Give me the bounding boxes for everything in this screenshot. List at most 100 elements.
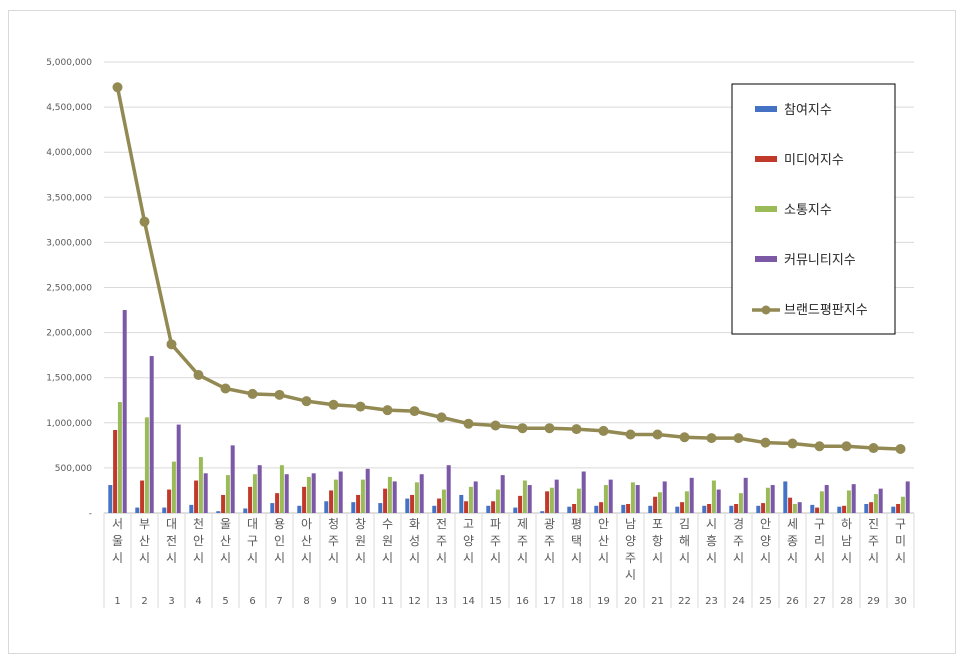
- bar-커뮤니티지수-하남시: [851, 484, 856, 513]
- bar-참여지수-아산시: [297, 505, 302, 513]
- bar-소통지수-청주시: [333, 479, 338, 513]
- bar-참여지수-화성시: [405, 498, 410, 513]
- rank-label: 21: [651, 596, 664, 607]
- bar-커뮤니티지수-파주시: [500, 475, 505, 513]
- bar-미디어지수-천안시: [194, 480, 199, 513]
- point-브랜드평판지수-용인시: [274, 389, 285, 400]
- bar-소통지수-전주시: [441, 489, 446, 513]
- point-브랜드평판지수-제주시: [517, 423, 528, 434]
- bar-커뮤니티지수-포항시: [662, 481, 667, 513]
- bar-커뮤니티지수-용인시: [284, 474, 289, 513]
- bar-참여지수-구미시: [891, 506, 896, 513]
- bar-미디어지수-청주시: [329, 490, 334, 513]
- y-tick-label: -: [89, 509, 92, 519]
- bar-참여지수-용인시: [270, 503, 275, 513]
- bar-참여지수-평택시: [567, 506, 572, 513]
- rank-label: 10: [354, 596, 367, 607]
- bar-미디어지수-김해시: [680, 502, 685, 513]
- bar-소통지수-부산시: [144, 417, 149, 513]
- bar-커뮤니티지수-창원시: [365, 468, 370, 513]
- bar-소통지수-화성시: [414, 482, 419, 513]
- bar-소통지수-안산시: [603, 485, 608, 513]
- rank-label: 4: [195, 596, 201, 607]
- rank-label: 6: [249, 596, 255, 607]
- rank-label: 25: [759, 596, 772, 607]
- y-tick-label: 2,000,000: [46, 329, 92, 339]
- bar-커뮤니티지수-세종시: [797, 502, 802, 513]
- point-브랜드평판지수-파주시: [490, 420, 501, 431]
- bar-커뮤니티지수-화성시: [419, 474, 424, 513]
- bar-참여지수-천안시: [189, 504, 194, 513]
- bar-미디어지수-구리시: [815, 507, 820, 513]
- bar-미디어지수-안산시: [599, 502, 604, 513]
- bar-미디어지수-전주시: [437, 498, 442, 513]
- point-브랜드평판지수-청주시: [328, 399, 339, 410]
- bar-참여지수-울산시: [216, 511, 221, 513]
- bar-미디어지수-제주시: [518, 495, 523, 513]
- y-tick-label: 2,500,000: [46, 284, 92, 294]
- rank-label: 20: [624, 596, 637, 607]
- x-axis: 서 울 시 1 부 산 시 2 대 전 시 3 천 안 시 4 울 산 시 5 대 구 시 6 용 인 시 7 아 산 시 8 청 주 시 9 창 원 시 1…: [103, 513, 915, 608]
- bar-참여지수-진주시: [864, 503, 869, 513]
- bar-소통지수-경주시: [738, 493, 743, 513]
- point-브랜드평판지수-경주시: [733, 433, 744, 444]
- point-브랜드평판지수-평택시: [571, 424, 582, 435]
- bar-소통지수-고양시: [468, 486, 473, 513]
- bar-커뮤니티지수-수원시: [392, 481, 397, 513]
- bar-커뮤니티지수-청주시: [338, 471, 343, 513]
- point-브랜드평판지수-고양시: [463, 418, 474, 429]
- legend-swatch: [755, 256, 777, 262]
- bar-미디어지수-남양주시: [626, 503, 631, 513]
- bar-커뮤니티지수-대전시: [176, 424, 181, 513]
- rank-label: 26: [786, 596, 799, 607]
- bar-미디어지수-부산시: [140, 480, 145, 513]
- point-브랜드평판지수-안양시: [760, 437, 771, 448]
- legend-label: 참여지수: [784, 103, 832, 118]
- bar-미디어지수-수원시: [383, 488, 388, 513]
- y-tick-label: 1,000,000: [46, 419, 92, 429]
- point-브랜드평판지수-하남시: [841, 441, 852, 452]
- point-브랜드평판지수-세종시: [787, 438, 798, 449]
- bar-소통지수-남양주시: [630, 482, 635, 513]
- rank-label: 14: [462, 596, 475, 607]
- bar-소통지수-대전시: [171, 461, 176, 513]
- bar-소통지수-구미시: [900, 496, 905, 513]
- bar-미디어지수-대구시: [248, 486, 253, 513]
- point-브랜드평판지수-안산시: [598, 425, 609, 436]
- point-브랜드평판지수-남양주시: [625, 429, 636, 440]
- bar-참여지수-광주시: [540, 511, 545, 513]
- point-브랜드평판지수-김해시: [679, 432, 690, 443]
- bar-미디어지수-고양시: [464, 501, 469, 513]
- point-브랜드평판지수-울산시: [220, 383, 231, 394]
- rank-label: 24: [732, 596, 745, 607]
- point-브랜드평판지수-서울시: [112, 82, 123, 93]
- bar-소통지수-하남시: [846, 490, 851, 513]
- bar-소통지수-용인시: [279, 465, 284, 513]
- rank-label: 15: [489, 596, 502, 607]
- bar-참여지수-서울시: [108, 485, 113, 513]
- bar-소통지수-울산시: [225, 475, 230, 513]
- bar-미디어지수-용인시: [275, 493, 280, 513]
- bar-소통지수-김해시: [684, 491, 689, 513]
- bar-커뮤니티지수-전주시: [446, 465, 451, 513]
- bar-미디어지수-아산시: [302, 486, 307, 513]
- bar-소통지수-안양시: [765, 487, 770, 513]
- rank-label: 23: [705, 596, 718, 607]
- brand-line: [112, 82, 906, 454]
- bar-커뮤니티지수-평택시: [581, 471, 586, 513]
